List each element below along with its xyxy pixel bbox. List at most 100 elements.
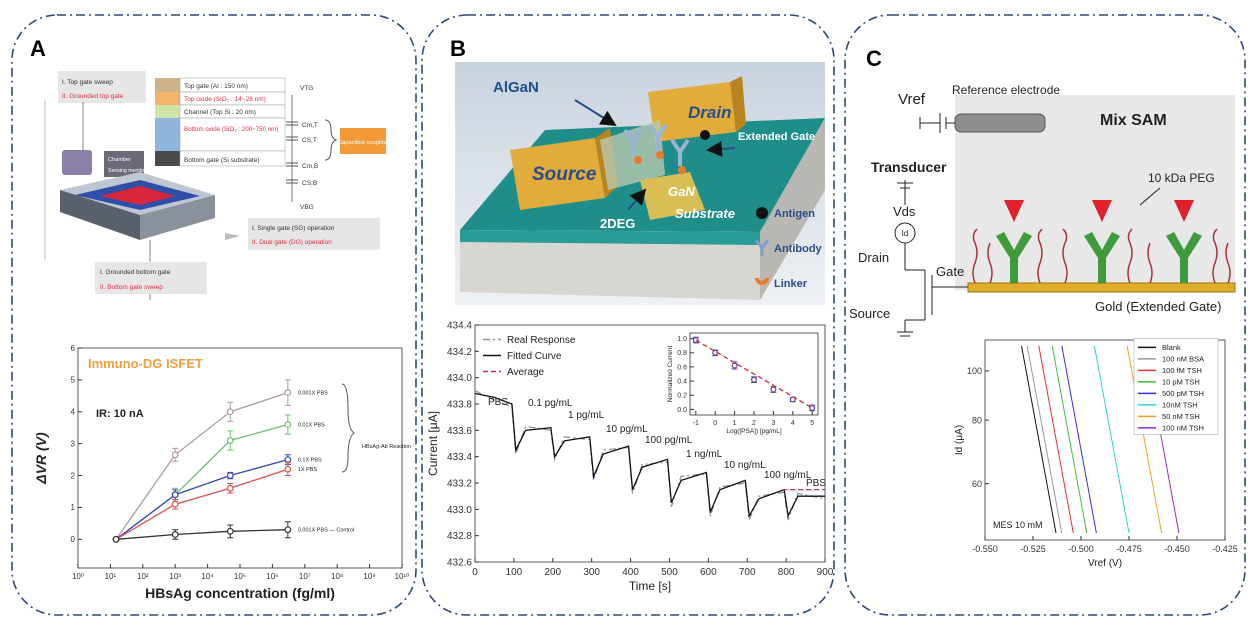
data-point — [171, 451, 179, 459]
series-line — [1061, 345, 1097, 534]
data-point — [284, 456, 292, 463]
legend-label: Blank — [1162, 343, 1181, 352]
y-tick-label: 432.8 — [447, 531, 472, 542]
legend-label: 0.1X PBS — [298, 458, 322, 464]
annotation: 100 ng/mL — [764, 470, 812, 481]
x-tick-label: 10⁴ — [201, 572, 214, 581]
y-tick-label: 6 — [71, 344, 76, 353]
chart: -1 0 1 2 3 4 5 0.0 0.2 0.4 0.6 0.8 1.0 Log([PSA]) [pg… — [667, 332, 819, 435]
chart: -0.550 -0.525 -0.500 -0.475 -0.450 -0.425 60 80… — [954, 338, 1238, 569]
y-tick-label: 4 — [71, 408, 76, 417]
diagram-label: Antigen — [774, 208, 815, 220]
data-point — [112, 535, 120, 543]
x-tick-label: 500 — [661, 567, 678, 578]
series-line — [115, 468, 289, 540]
diagram-label: II. Grounded top gate — [62, 93, 124, 100]
x-tick-label: 5 — [810, 420, 814, 427]
sam-illustration-c — [894, 95, 1236, 464]
x-tick-label: 400 — [622, 567, 639, 578]
x-tick-label: 10⁵ — [234, 572, 246, 581]
diagram-label: Reference electrode — [952, 83, 1060, 97]
x-tick-label: 0 — [713, 420, 717, 427]
y-tick-label: 1 — [71, 503, 76, 512]
x-tick-label: 10² — [137, 572, 149, 581]
x-tick-label: -0.500 — [1068, 544, 1094, 554]
annotation: Immuno-DG ISFET — [88, 356, 203, 371]
diagram-label: Gate — [936, 264, 964, 279]
x-tick-label: 10¹ — [105, 572, 117, 581]
series-line — [1126, 345, 1163, 534]
x-tick-label: 700 — [739, 567, 756, 578]
x-tick-label: -1 — [693, 420, 699, 427]
x-axis-label: Time [s] — [629, 579, 671, 593]
legend-label: 1X PBS — [298, 467, 318, 473]
annotation: 10 ng/mL — [724, 460, 766, 471]
diagram-label: I. Grounded bottom gate — [100, 269, 171, 276]
diagram-label: AlGaN — [493, 79, 539, 96]
diagram-label: CS,B — [302, 180, 317, 187]
diagram-label: I. Single gate (SG) operation — [252, 225, 335, 232]
x-tick-label: 600 — [700, 567, 717, 578]
y-axis-label: ΔVR (V) — [33, 432, 49, 485]
y-tick-label: 1.0 — [677, 336, 687, 343]
series-line — [1038, 345, 1074, 534]
annotation: 100 pg/mL — [645, 435, 693, 446]
annotation: 1 pg/mL — [568, 410, 605, 421]
y-tick-label: 434.2 — [447, 347, 472, 358]
y-tick-label: 0.4 — [677, 379, 687, 386]
x-tick-label: 10⁷ — [299, 572, 311, 581]
diagram-label: Linker — [774, 278, 808, 290]
diagram-label: Mix SAM — [1100, 112, 1167, 129]
legend-label: 100 nM BSA — [1162, 355, 1204, 364]
x-tick-label: -0.450 — [1164, 544, 1190, 554]
x-tick-label: 0 — [472, 567, 478, 578]
legend-label: 100 fM TSH — [1162, 366, 1202, 375]
x-tick-label: 10⁹ — [363, 572, 375, 581]
annotation: MES 10 mM — [993, 520, 1043, 530]
data-point — [226, 527, 234, 535]
series-line — [695, 339, 813, 409]
diagram-label: Extended Gate — [738, 131, 815, 143]
diagram-label: Top oxide (SiO₂ : 14~28 nm) — [184, 96, 266, 103]
legend-label: 10nM TSH — [1162, 401, 1198, 410]
chart: 10⁰ 10¹ 10² 10³ 10⁴ 10⁵ 10⁶ 10⁷ 10⁸ 10⁹ 10¹⁰ 0 1 2 3 4 5… — [33, 344, 411, 601]
diagram-label: Vds — [893, 204, 916, 219]
y-tick-label: 60 — [972, 479, 982, 489]
diagram-label: GaN — [668, 184, 695, 199]
panel-label: C — [866, 46, 882, 71]
annotation: 10 pg/mL — [606, 424, 648, 435]
diagram-label: Bottom gate (Si substrate) — [184, 157, 260, 164]
x-tick-label: 1 — [733, 420, 737, 427]
y-tick-label: 434.0 — [447, 373, 472, 384]
legend-label: 0.01X PBS — [298, 423, 325, 429]
data-point — [770, 386, 777, 393]
panel-frame — [11, 14, 417, 616]
legend-label: 100 nM TSH — [1162, 424, 1204, 433]
x-tick-label: 800 — [778, 567, 795, 578]
diagram-label: Substrate — [675, 206, 735, 221]
plot-area — [77, 347, 403, 569]
y-tick-label: 3 — [71, 439, 76, 448]
diagram-label: Top gate (Al : 150 nm) — [184, 83, 248, 90]
y-tick-label: 433.8 — [447, 400, 472, 411]
annotation: PBS — [806, 478, 826, 489]
brace — [341, 383, 355, 473]
x-tick-label: 200 — [544, 567, 561, 578]
y-tick-label: 100 — [967, 366, 982, 376]
legend-label: Real Response — [507, 335, 576, 346]
panel-frame — [844, 14, 1246, 616]
legend-label: 50 nM TSH — [1162, 412, 1200, 421]
data-point — [226, 472, 234, 479]
x-tick-label: 10⁰ — [72, 572, 84, 581]
legend-label: 500 pM TSH — [1162, 389, 1204, 398]
diagram-label: Gold (Extended Gate) — [1095, 299, 1221, 314]
data-point — [809, 404, 816, 411]
y-tick-label: 433.2 — [447, 479, 472, 490]
x-tick-label: 900 — [817, 567, 834, 578]
diagram-label: Sensing membrane — [108, 168, 153, 174]
legend-label: 10 pM TSH — [1162, 378, 1200, 387]
x-tick-label: -0.475 — [1116, 544, 1142, 554]
y-axis-label: Normalized Current — [667, 346, 674, 403]
x-tick-label: 2 — [752, 420, 756, 427]
